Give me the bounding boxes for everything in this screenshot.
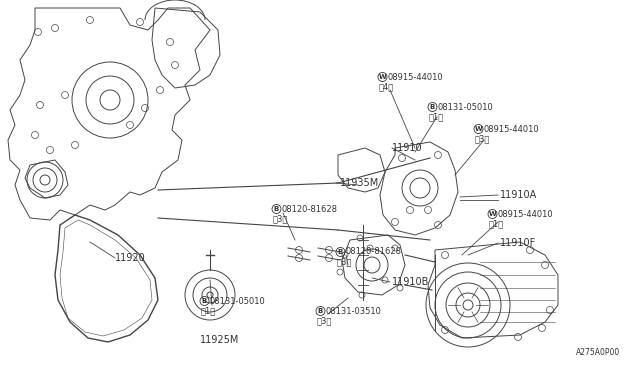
Text: 11925M: 11925M [200,335,240,345]
Text: 08131-05010: 08131-05010 [210,296,266,305]
Text: （3）: （3） [475,135,490,144]
Text: B: B [318,308,323,314]
Text: A275A0P00: A275A0P00 [576,348,620,357]
Text: （1）: （1） [429,112,444,122]
Text: 08915-44010: 08915-44010 [388,73,444,81]
Text: 08915-44010: 08915-44010 [498,209,554,218]
Text: 11910F: 11910F [500,238,536,248]
Text: 08915-44010: 08915-44010 [484,125,540,134]
Text: （4）: （4） [379,83,394,92]
Text: W: W [475,126,483,132]
Text: 11920: 11920 [115,253,146,263]
Text: （3）: （3） [317,317,332,326]
Text: （1）: （1） [489,219,504,228]
Text: 11910A: 11910A [500,190,537,200]
Text: 11935M: 11935M [340,178,380,188]
Text: 08120-81628: 08120-81628 [282,205,338,214]
Text: B: B [338,249,343,255]
Text: B: B [430,104,435,110]
Text: （3）: （3） [273,215,289,224]
Text: B: B [202,298,207,304]
Text: B: B [274,206,279,212]
Text: W: W [379,74,387,80]
Text: （1）: （1） [201,307,216,315]
Text: 08131-03510: 08131-03510 [326,307,382,315]
Text: 11910B: 11910B [392,277,429,287]
Text: （3）: （3） [337,257,353,266]
Text: 08120-81628: 08120-81628 [346,247,402,257]
Text: W: W [488,211,497,217]
Text: 08131-05010: 08131-05010 [438,103,493,112]
Text: 11910: 11910 [392,143,422,153]
